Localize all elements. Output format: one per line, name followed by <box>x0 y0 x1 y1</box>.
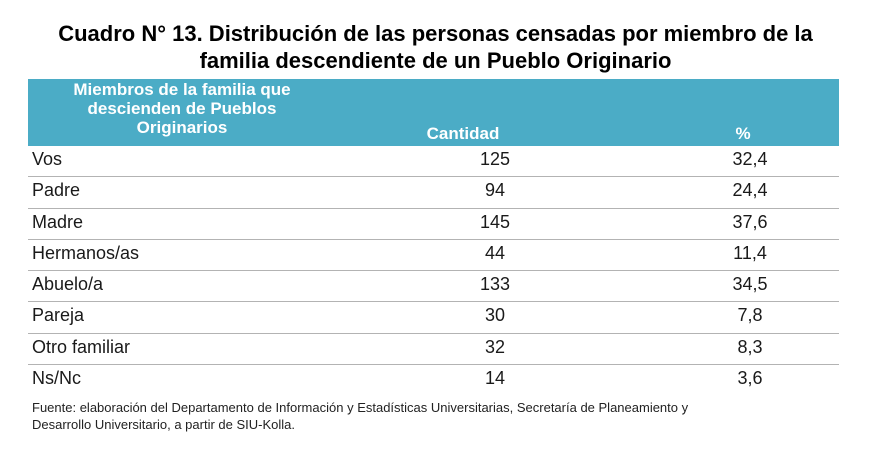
table-row: Pareja 30 7,8 <box>28 302 839 334</box>
header-members-line-3: Originarios <box>136 118 228 137</box>
row-percent: 32,4 <box>732 149 768 169</box>
row-cantidad: 145 <box>479 211 511 232</box>
row-label: Hermanos/as <box>32 242 140 263</box>
row-cantidad: 44 <box>484 242 506 263</box>
row-label: Otro familiar <box>32 336 131 357</box>
row-label: Pareja <box>32 305 85 326</box>
title-line-1: Cuadro N° 13. Distribución de las person… <box>58 21 813 46</box>
header-members-line-2: descienden de Pueblos <box>87 99 277 118</box>
table-row: Madre 145 37,6 <box>28 209 839 240</box>
row-cantidad: 125 <box>479 149 511 169</box>
header-members-line-1: Miembros de la familia que <box>73 80 291 99</box>
row-percent: 37,6 <box>732 211 768 232</box>
header-percent: % <box>735 124 751 143</box>
row-label: Vos <box>32 149 63 169</box>
table-header: Miembros de la familia que descienden de… <box>28 79 839 146</box>
row-percent: 8,3 <box>737 336 763 357</box>
table-row: Ns/Nc 14 3,6 <box>28 365 839 396</box>
header-cantidad: Cantidad <box>426 124 500 143</box>
table-row: Hermanos/as 44 11,4 <box>28 240 839 272</box>
source-line-2: Desarrollo Universitario, a partir de SI… <box>32 417 295 432</box>
table-row: Otro familiar 32 8,3 <box>28 334 839 366</box>
table-title: Cuadro N° 13. Distribución de las person… <box>0 20 871 74</box>
row-cantidad: 32 <box>484 336 506 357</box>
header-members: Miembros de la familia que descienden de… <box>28 80 336 137</box>
row-cantidad: 133 <box>479 274 511 295</box>
row-label: Madre <box>32 211 84 232</box>
source-line-1: Fuente: elaboración del Departamento de … <box>32 400 689 415</box>
title-line-2: familia descendiente de un Pueblo Origin… <box>199 48 672 73</box>
row-label: Padre <box>32 180 81 201</box>
row-cantidad: 30 <box>484 305 506 326</box>
row-cantidad: 94 <box>484 180 506 201</box>
table-row: Vos 125 32,4 <box>28 146 839 178</box>
row-cantidad: 14 <box>484 368 506 389</box>
row-label: Ns/Nc <box>32 368 81 389</box>
row-percent: 3,6 <box>737 368 763 389</box>
table-row: Padre 94 24,4 <box>28 177 839 209</box>
row-percent: 11,4 <box>733 242 767 263</box>
row-percent: 24,4 <box>732 180 768 201</box>
table-row: Abuelo/a 133 34,5 <box>28 271 839 303</box>
row-label: Abuelo/a <box>32 274 104 295</box>
row-percent: 7,8 <box>737 305 763 326</box>
row-percent: 34,5 <box>732 274 768 295</box>
data-table: Miembros de la familia que descienden de… <box>28 79 839 396</box>
source-note: Fuente: elaboración del Departamento de … <box>32 399 852 433</box>
